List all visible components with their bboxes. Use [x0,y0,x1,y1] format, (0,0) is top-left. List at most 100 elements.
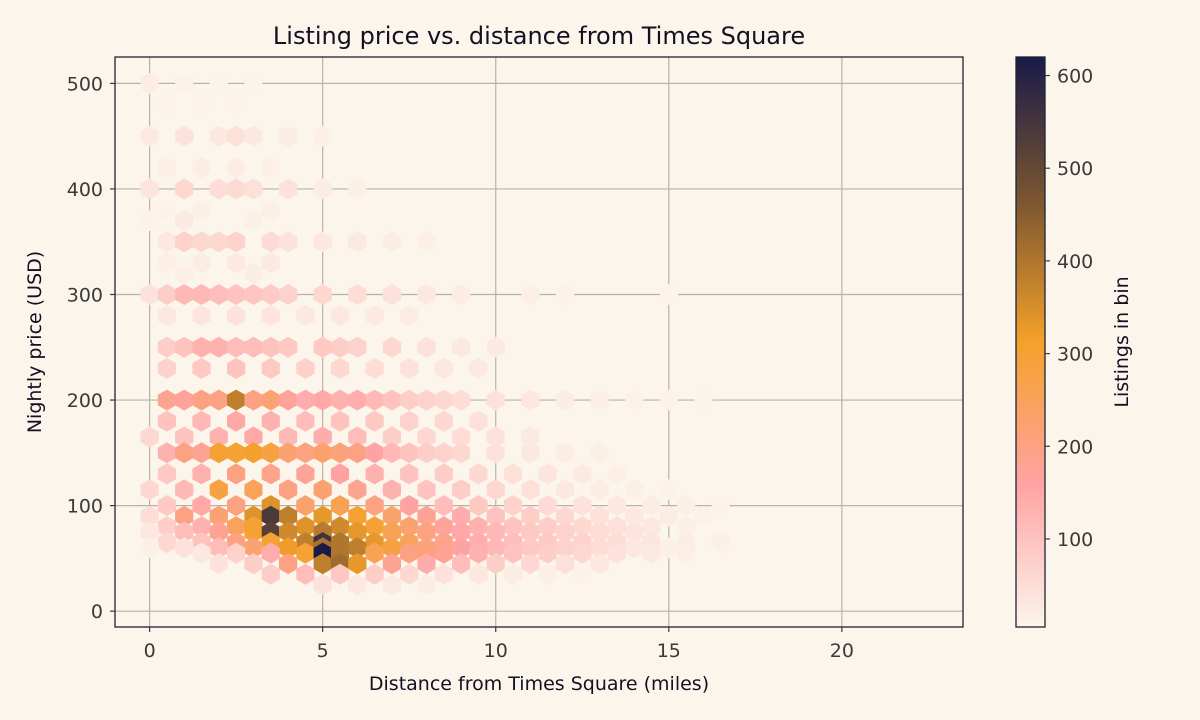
hexbin-cell [209,479,228,501]
hexbin-cell [417,231,436,253]
hexbin-cell [469,357,488,379]
hexbin-cell [157,231,176,253]
hexbin-cell [227,94,246,115]
hexbin-cell [244,72,263,94]
hexbin-cell [555,537,575,559]
hexbin-cell [330,442,350,464]
hexbin-cell [365,516,384,538]
hexbin-cell [279,537,298,559]
hexbin-cell [642,542,661,564]
hexbin-cell [313,442,332,464]
hexbin-cell [313,284,332,305]
hexbin-cell [330,336,350,358]
hexbin-cell [244,537,263,559]
hexbin-cell [555,553,575,575]
y-axis-label: Nightly price (USD) [24,251,46,433]
hexbin-cell [486,521,505,543]
hexbin-cell [227,178,246,200]
hexbin-cell [157,495,176,517]
x-tick-label: 10 [484,640,508,662]
hexbin-cell [521,389,540,411]
hexbin-cell [590,537,609,559]
hexbin-cell [486,426,505,448]
hexbin-cell [538,516,557,538]
y-tick-label: 400 [67,179,103,201]
hexbin-cell [296,389,315,411]
hexbin-cell [590,389,609,411]
hexbin-cell [192,495,211,517]
hexbin-cell [538,463,557,485]
hexbin-cell [157,336,176,358]
hexbin-cell [261,199,280,221]
hexbin-cell [279,125,298,147]
hexbin-cell [452,537,471,559]
hexbin-cell [175,262,194,284]
hexbin-cell [348,389,367,411]
hexbin-cell [279,178,298,200]
hexbin-cell [365,563,384,585]
hexbin-cell [555,505,575,527]
hexbin-cell [434,463,453,485]
hexbin-cell [365,357,384,379]
hexbin-cell [244,284,263,305]
hexbin-cell [244,178,263,200]
hexbin-cell [140,505,159,527]
hexbin-cell [434,389,453,411]
hexbin-cell [279,284,298,305]
hexbin-cell [452,336,471,358]
hexbin-cell [382,553,401,575]
hexbin-cell [417,479,436,501]
hexbin-cell [400,357,419,379]
hexbin-cell [192,516,211,538]
y-tick-label: 300 [67,285,103,307]
hexbin-cell [469,542,488,564]
hexbin-cell [590,442,609,464]
hexbin-cell [330,563,350,585]
hexbin-cell [227,389,246,411]
hexbin-cell [192,252,211,274]
hexbin-cell [209,426,228,448]
hexbin-cell [157,389,176,411]
hexbin-cell [573,516,592,538]
hexbin-cell [607,516,626,538]
hexbin-cell [140,72,159,94]
hexbin-cell [209,231,228,253]
hexbin-cell [348,426,367,448]
hexbin-cell [157,94,176,115]
hexbin-cell [659,389,678,411]
hexbin-cell [590,521,609,543]
hexbin-cell [261,389,280,411]
hexbin-cell [573,563,592,585]
hexbin-cell [313,553,332,575]
hexbin-cell [417,553,436,575]
hexbin-cell [209,505,228,527]
hexbin-cell [711,495,730,517]
y-tick-label: 500 [67,73,103,95]
hexbin-cell [486,479,505,501]
hexbin-cell [192,305,211,327]
hexbin-cell [382,442,401,464]
hexbin-cell [348,521,367,543]
hexbin-cell [140,479,159,501]
hexbin-cell [227,252,246,274]
hexbin-cell [209,336,228,358]
hexbin-cell [313,231,332,253]
hexbin-cell [313,574,332,596]
hexbin-cell [227,336,246,358]
x-axis-ticks: 0 5 10 15 20 [144,627,854,662]
hexbin-cell [503,563,523,585]
hexbin-cell [573,463,592,485]
hexbin-cell [555,521,575,543]
hexbin-cell [175,521,194,543]
hexbin-cell [469,410,488,432]
hexbin-cell [711,532,730,554]
colorbar-tick-label: 100 [1057,529,1093,551]
hexbin-cell [434,516,453,538]
hexbin-cell [659,479,678,501]
hexbin-cell [192,199,211,221]
hexbin-cell [279,553,298,575]
hexbin-cell [175,505,194,527]
hexbin-cell [521,426,540,448]
hexbin-cell [642,516,661,538]
hexbin-cell [296,357,315,379]
